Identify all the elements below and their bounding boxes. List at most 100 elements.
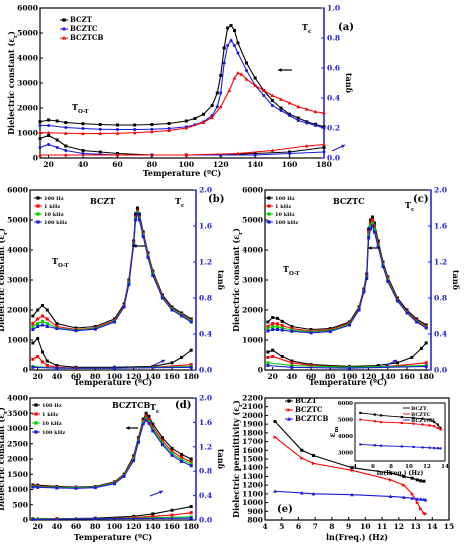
legend-label: BCZT [70, 15, 93, 24]
data-point [151, 514, 155, 518]
series-line [32, 209, 192, 331]
panel-c: 20 40 60 80 100 120 140 160 180 0 1000 2000 3000 4000… [231, 186, 461, 388]
annotation-label: TO-T [283, 264, 300, 277]
data-point [36, 308, 40, 312]
arrow-head [133, 244, 137, 248]
data-point [290, 365, 294, 369]
series-line [267, 364, 427, 369]
y2-tick-label: 2.0 [199, 394, 212, 403]
y-tick-label: 4000 [7, 394, 28, 403]
arrow-head [278, 68, 282, 72]
data-point [222, 46, 226, 50]
y2-axis-label: tanδ [451, 270, 461, 291]
x-tick-label: 80 [147, 160, 157, 169]
data-point [415, 320, 419, 324]
data-point [147, 414, 151, 418]
data-point [193, 117, 197, 120]
legend-marker [34, 421, 38, 425]
x-tick-label: 60 [112, 160, 122, 169]
data-point [280, 326, 284, 330]
x-tick-label: 180 [183, 522, 199, 531]
data-point [167, 122, 171, 125]
panel-b: 20 40 60 80 100 120 140 160 180 0 1000 2000 3000 4000… [0, 186, 226, 388]
data-point [279, 106, 283, 110]
data-point [137, 212, 141, 216]
data-point [36, 325, 40, 328]
panel-title: BCZTC [333, 196, 364, 206]
data-point [81, 131, 85, 135]
data-point [55, 322, 59, 325]
data-point [372, 221, 376, 225]
data-point [189, 457, 193, 461]
data-point [36, 322, 40, 325]
data-point [280, 328, 284, 332]
x-tick-label: 15 [444, 522, 454, 531]
series-line [274, 421, 424, 482]
y-tick-label: 900 [247, 507, 263, 516]
data-point [151, 425, 155, 429]
data-point [415, 500, 420, 505]
data-point [170, 452, 174, 456]
data-point [189, 460, 193, 464]
data-point [226, 26, 230, 30]
data-point [388, 478, 393, 482]
data-point [151, 274, 155, 277]
y-tick-label: 6000 [242, 186, 263, 195]
data-point [227, 88, 232, 92]
legend-label: 10 kHz [42, 421, 62, 427]
x-tick-label: 6 [296, 522, 301, 531]
inset-series-line [360, 443, 441, 449]
legend-label: BCZTC [295, 405, 323, 414]
data-point [305, 121, 309, 125]
data-point [418, 497, 423, 501]
data-point [424, 326, 428, 330]
data-point [304, 107, 309, 111]
inset-x-tick-label: 8 [389, 464, 393, 470]
x-axis-label: Temperature (ºC) [143, 168, 221, 178]
data-point [31, 485, 35, 489]
x-tick-label: 160 [164, 522, 180, 531]
data-point [369, 224, 373, 228]
data-point [55, 486, 59, 490]
y-tick-label: 3000 [17, 79, 38, 88]
legend-label: 100 Hz [275, 196, 295, 202]
arrow-head [159, 490, 163, 495]
data-point [322, 150, 326, 154]
y-tick-label: 5000 [17, 29, 38, 38]
data-point [132, 459, 136, 463]
x-tick-label: 120 [213, 160, 229, 169]
data-point [115, 131, 120, 135]
y-tick-label: 1600 [242, 446, 263, 455]
x-axis-label: ln(Freq.) (Hz) [326, 532, 388, 542]
y-tick-label: 1000 [7, 336, 28, 345]
data-point [180, 452, 184, 456]
data-point [222, 61, 226, 65]
panel-title: BCZT [90, 196, 115, 206]
y-tick-label: 2000 [17, 104, 38, 113]
data-point [184, 119, 188, 123]
inset-data-point [373, 420, 376, 423]
y2-tick-label: 0.2 [327, 124, 340, 133]
data-point [372, 230, 376, 234]
data-point [210, 104, 214, 107]
data-point [170, 449, 174, 453]
data-point [312, 461, 316, 466]
data-point [98, 127, 102, 131]
data-point [112, 482, 116, 486]
data-point [45, 322, 49, 325]
data-point [266, 361, 270, 365]
legend-marker [62, 27, 66, 31]
data-point [133, 128, 137, 131]
y-tick-label: 2500 [7, 439, 28, 448]
annotation-label: TO-T [72, 102, 89, 115]
data-point [376, 239, 380, 243]
data-point [350, 492, 354, 497]
x-tick-label: 120 [126, 522, 142, 531]
y2-tick-label: 0.4 [199, 330, 212, 339]
data-point [322, 142, 326, 146]
x-tick-label: 12 [394, 522, 404, 531]
data-point [350, 466, 354, 470]
inset-x-axis-label: ln(Freq.) (Hz) [377, 470, 424, 477]
data-point [275, 328, 279, 331]
inset-x-tick-label: 12 [423, 464, 431, 470]
